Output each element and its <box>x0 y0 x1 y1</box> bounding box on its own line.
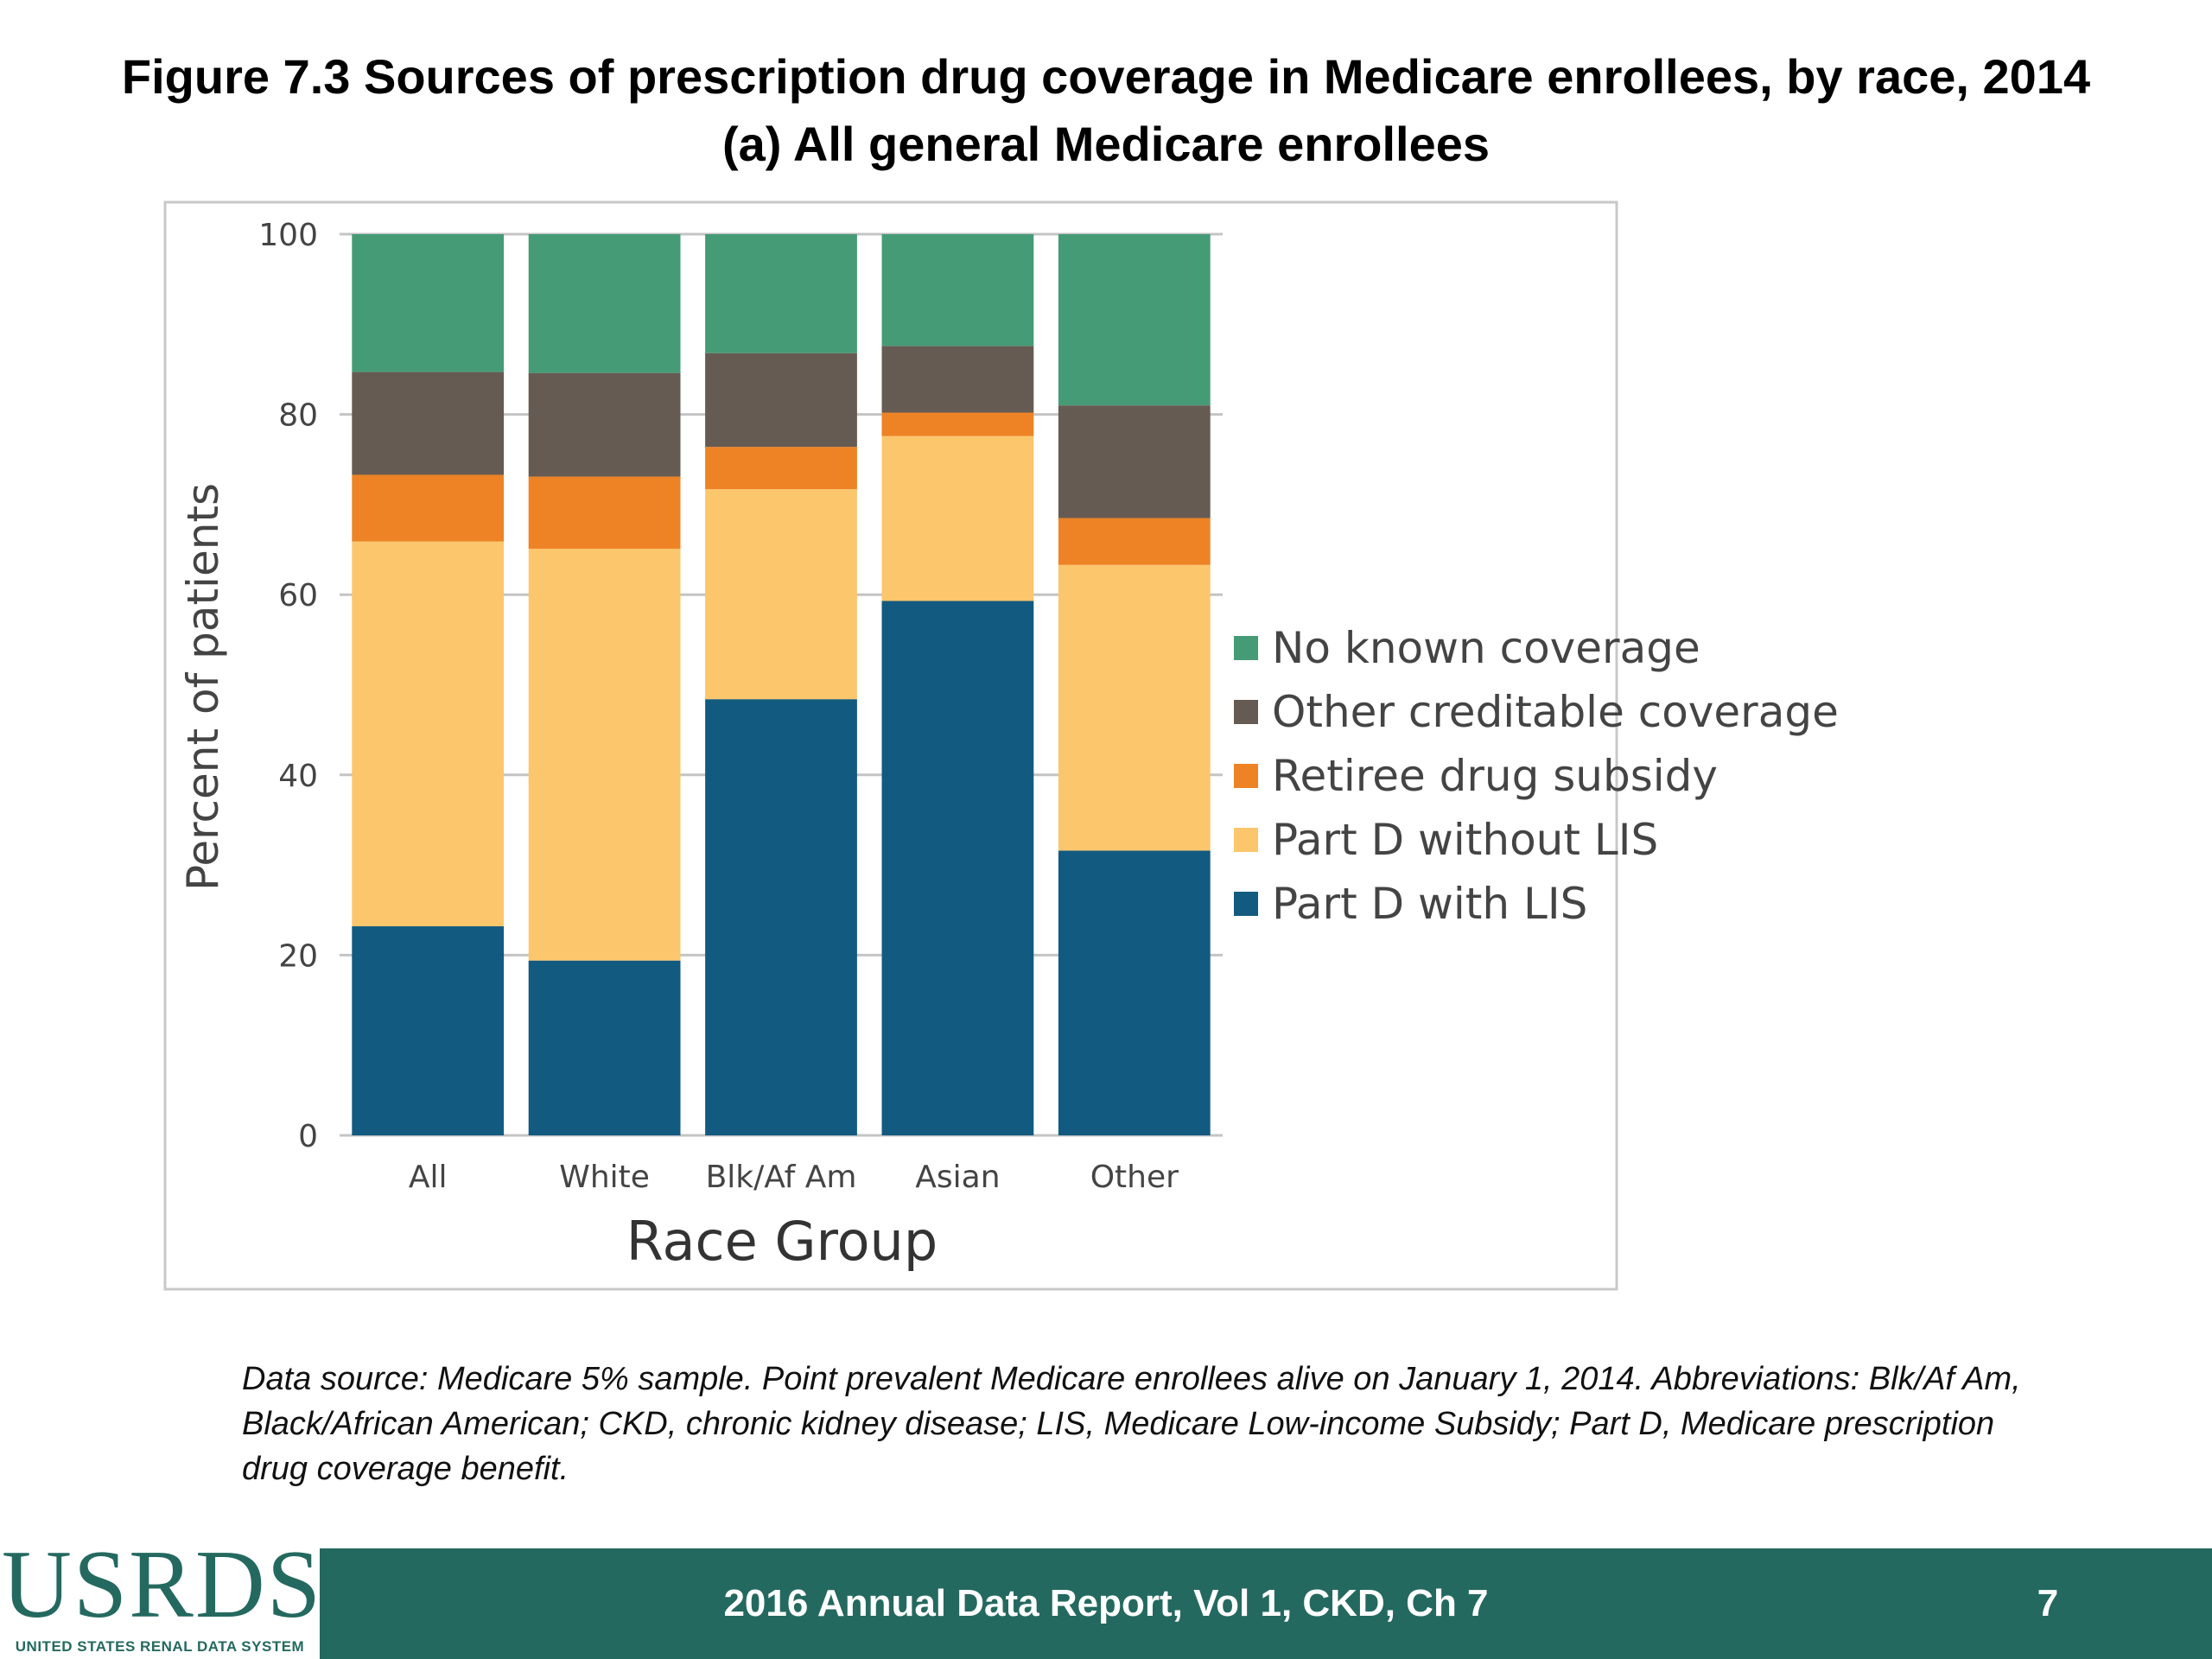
x-tick-label: Other <box>1090 1160 1179 1195</box>
page-number: 7 <box>2037 1582 2059 1624</box>
legend-label: Other creditable coverage <box>1272 687 1839 737</box>
bar-segment <box>352 234 505 372</box>
legend-swatch <box>1234 892 1258 916</box>
y-tick-label: 100 <box>258 218 318 253</box>
bars <box>352 234 1211 1135</box>
legend: No known coverage Other creditable covera… <box>1234 623 1839 929</box>
bar-segment <box>1058 518 1211 565</box>
legend-label: No known coverage <box>1272 623 1700 673</box>
legend-label: Retiree drug subsidy <box>1272 751 1718 801</box>
logo-text: USRDS <box>2 1531 323 1638</box>
footer-text: 2016 Annual Data Report, Vol 1, CKD, Ch … <box>723 1582 1489 1624</box>
bar-segment <box>352 372 505 475</box>
bar-segment <box>1058 405 1211 518</box>
stacked-bar-chart: 0 20 40 60 80 100 All White Blk/Af Am Asian Other … <box>163 200 1839 1291</box>
legend-swatch <box>1234 636 1258 660</box>
usrds-logo <box>0 1538 320 1659</box>
bar-segment <box>1058 564 1211 851</box>
bar-segment <box>352 926 505 1135</box>
y-tick-label: 40 <box>278 759 318 794</box>
bar-segment <box>881 234 1034 346</box>
legend-swatch <box>1234 828 1258 852</box>
footer-bar <box>0 1548 2212 1659</box>
bar-segment <box>352 541 505 927</box>
axes: 0 20 40 60 80 100 All White Blk/Af Am Asian Other <box>258 218 1179 1195</box>
x-tick-label: Asian <box>915 1160 1000 1195</box>
bar-segment <box>705 699 857 1135</box>
bar-segment <box>705 489 857 700</box>
x-axis-label: Race Group <box>626 1210 938 1273</box>
legend-label: Part D with LIS <box>1272 879 1587 929</box>
logo-subtitle: UNITED STATES RENAL DATA SYSTEM <box>15 1638 305 1655</box>
y-tick-label: 60 <box>278 578 318 613</box>
legend-swatch <box>1234 700 1258 724</box>
x-tick-label: All <box>409 1160 448 1195</box>
legend-swatch <box>1234 764 1258 788</box>
chart-title: Figure 7.3 Sources of prescription drug … <box>121 49 2091 104</box>
bar-segment <box>705 447 857 490</box>
bar-segment <box>881 601 1034 1135</box>
legend-label: Part D without LIS <box>1272 815 1658 865</box>
x-tick-label: Blk/Af Am <box>706 1160 857 1195</box>
bar-segment <box>881 412 1034 436</box>
bar-segment <box>528 476 681 550</box>
y-tick-label: 20 <box>278 938 318 974</box>
bar-segment <box>705 234 857 353</box>
bar-segment <box>1058 850 1211 1135</box>
x-tick-label: White <box>559 1160 650 1195</box>
bar-segment <box>528 549 681 961</box>
y-tick-label: 0 <box>298 1119 318 1154</box>
bar-segment <box>352 474 505 542</box>
bar-segment <box>881 435 1034 601</box>
bar-segment <box>528 960 681 1135</box>
y-tick-label: 80 <box>278 398 318 434</box>
bar-segment <box>881 346 1034 413</box>
bar-segment <box>528 372 681 477</box>
footnote: Data source: Medicare 5% sample. Point p… <box>242 1361 2021 1487</box>
bar-segment <box>705 353 857 448</box>
bar-segment <box>1058 234 1211 406</box>
bar-segment <box>528 234 681 373</box>
chart-subtitle: (a) All general Medicare enrollees <box>721 117 1491 171</box>
y-axis-label: Percent of patients <box>178 483 228 891</box>
